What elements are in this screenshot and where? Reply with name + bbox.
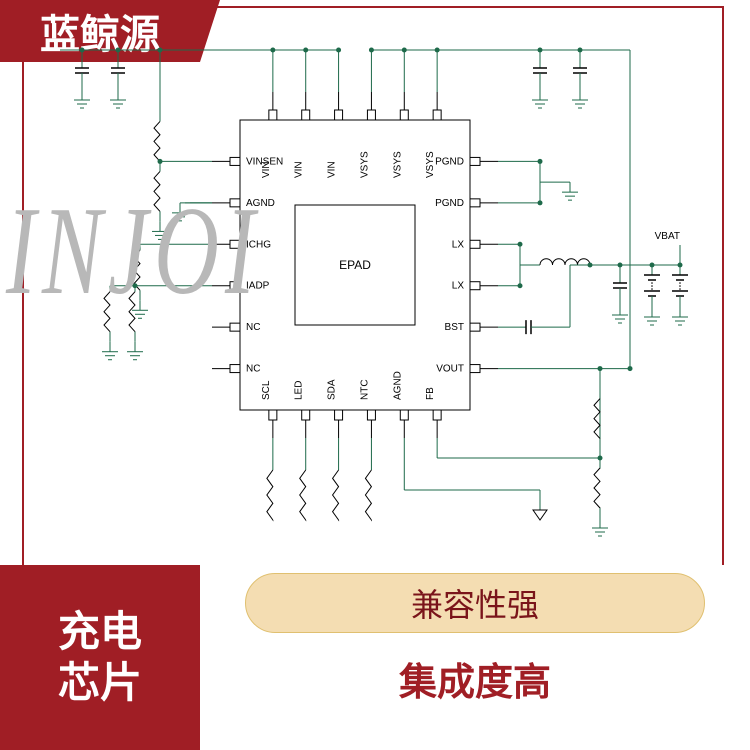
circuit-svg: EPAD VINVINVINVSYSVSYSVSYS VINSENAGNDICH… (40, 30, 710, 605)
pin-label-agnd: AGND (392, 371, 403, 400)
pin-label-scl: SCL (261, 380, 272, 400)
bottom-left-panel: 充电 芯片 (0, 565, 200, 750)
pin-label-pgnd: PGND (435, 156, 464, 167)
pin-label-lx: LX (452, 281, 465, 292)
bottom-bar: 充电 芯片 兼容性强 集成度高 (0, 565, 750, 750)
floater-pill: 兼容性强 (245, 573, 705, 633)
pin-label-vsys: VSYS (359, 151, 370, 178)
pin-label-pgnd: PGND (435, 198, 464, 209)
pin-label-vin: VIN (327, 161, 338, 178)
pin-label-nc: NC (246, 364, 260, 375)
pin-label-led: LED (294, 381, 305, 400)
circuit-diagram: EPAD VINVINVINVSYSVSYSVSYS VINSENAGNDICH… (40, 30, 710, 605)
floater-text: 兼容性强 (411, 580, 539, 626)
pin-label-vin: VIN (294, 161, 305, 178)
pin-label-lx: LX (452, 239, 465, 250)
epad-label: EPAD (339, 258, 371, 272)
vbat-label: VBAT (655, 231, 680, 242)
pin-label-ntc: NTC (359, 379, 370, 400)
subtitle: 集成度高 (200, 651, 750, 706)
pin-label-agnd: AGND (246, 198, 275, 209)
pin-label-fb: FB (425, 387, 436, 400)
pin-label-bst: BST (445, 322, 464, 333)
left-label-1: 充电 (58, 607, 142, 657)
left-label-2: 芯片 (58, 658, 142, 708)
pin-label-vout: VOUT (436, 364, 464, 375)
pin-label-nc: NC (246, 322, 260, 333)
pin-label-iadp: IADP (246, 281, 270, 292)
pin-label-ichg: ICHG (246, 239, 271, 250)
pin-label-vsys: VSYS (392, 151, 403, 178)
bottom-right-panel: 兼容性强 集成度高 (200, 565, 750, 750)
pin-label-sda: SDA (327, 379, 338, 400)
pin-label-vinsen: VINSEN (246, 156, 283, 167)
